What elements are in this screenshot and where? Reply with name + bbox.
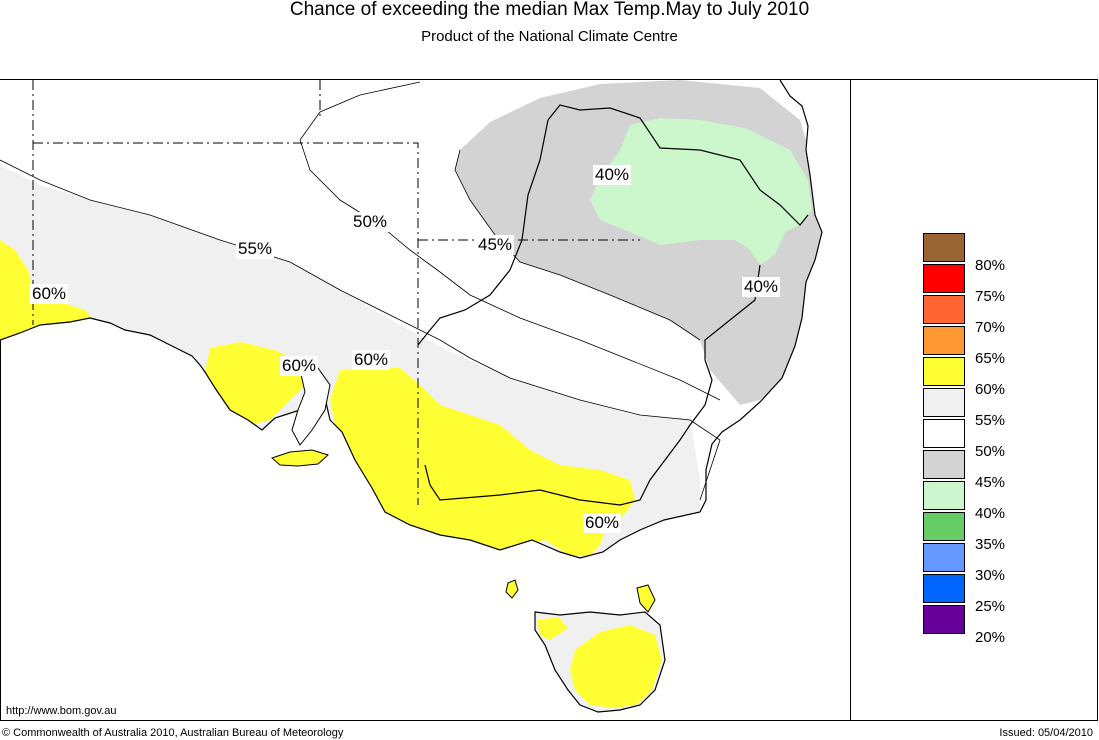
tasmania-60-east <box>570 625 662 708</box>
legend-swatch <box>923 512 965 541</box>
map-label: 60% <box>583 513 622 533</box>
legend-swatch <box>923 481 965 510</box>
legend-swatch <box>923 357 965 386</box>
band-60-sa-west <box>0 240 95 340</box>
map-label: 60% <box>280 356 319 376</box>
flinders-island <box>636 584 656 613</box>
legend-label: 65% <box>975 350 1006 367</box>
river-boundary-east <box>424 264 761 506</box>
map-frame <box>0 79 1098 721</box>
map-label: 45% <box>476 235 515 255</box>
legend-label: 50% <box>975 443 1006 460</box>
mainland-coastline <box>0 79 823 559</box>
map-label: 40% <box>593 165 632 185</box>
map-label: 50% <box>351 212 390 232</box>
tasmania-60-northwest <box>537 617 568 640</box>
legend-label: 30% <box>975 567 1006 584</box>
legend-swatch <box>923 295 965 324</box>
legend-label: 55% <box>975 412 1006 429</box>
contour-50 <box>299 81 721 401</box>
map-label: 60% <box>30 284 69 304</box>
map-canvas <box>0 79 823 713</box>
map-label: 55% <box>236 239 275 259</box>
kangaroo-island <box>271 449 329 467</box>
legend-swatch <box>923 264 965 293</box>
legend-label: 45% <box>975 474 1006 491</box>
chart-subtitle: Product of the National Climate Centre <box>421 28 678 45</box>
river-boundary-north <box>547 104 809 226</box>
chart-title: Chance of exceeding the median Max Temp.… <box>289 0 810 20</box>
legend-divider <box>850 79 851 721</box>
issued-date: Issued: 05/04/2010 <box>999 727 1093 739</box>
legend-swatch <box>923 605 965 634</box>
legend-label: 35% <box>975 536 1006 553</box>
map-label: 40% <box>742 277 781 297</box>
spencer-gulf <box>291 367 331 446</box>
map-label: 60% <box>352 350 391 370</box>
contour-55 <box>0 159 721 501</box>
king-island <box>505 579 519 599</box>
band-40-green <box>590 118 812 265</box>
river-boundary-main <box>417 119 549 346</box>
legend-swatch <box>923 388 965 417</box>
legend-label: 25% <box>975 598 1006 615</box>
legend-swatch <box>923 419 965 448</box>
band-60-victoria <box>330 368 635 556</box>
legend-swatch <box>923 543 965 572</box>
copyright-notice: © Commonwealth of Australia 2010, Austra… <box>2 727 344 739</box>
contour-45 <box>454 149 701 341</box>
legend-label: 70% <box>975 319 1006 336</box>
legend-label: 20% <box>975 629 1006 646</box>
legend-swatch <box>923 450 965 479</box>
legend-label: 75% <box>975 288 1006 305</box>
legend-swatch <box>923 326 965 355</box>
legend-label: 60% <box>975 381 1006 398</box>
legend-swatch <box>923 233 965 262</box>
legend-label: 80% <box>975 257 1006 274</box>
legend-swatch <box>923 574 965 603</box>
source-url: http://www.bom.gov.au <box>6 705 117 717</box>
legend-label: 40% <box>975 505 1006 522</box>
